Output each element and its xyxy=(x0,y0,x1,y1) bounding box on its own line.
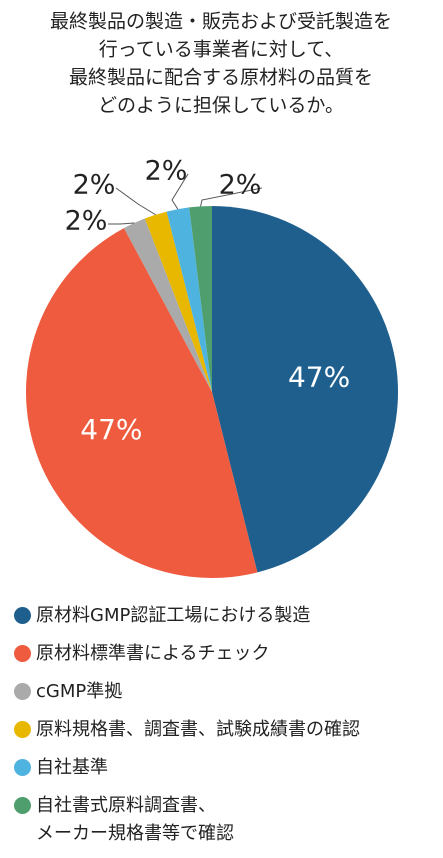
legend-item: 自社基準 xyxy=(14,754,439,782)
legend-swatch xyxy=(14,797,31,814)
legend-item: 自社書式原料調査書、 メーカー規格書等で確認 xyxy=(14,792,439,848)
legend-label: 原材料標準書によるチェック xyxy=(36,643,270,664)
leader-line xyxy=(115,187,156,216)
legend-item: cGMP準拠 xyxy=(14,678,439,706)
legend: 原材料GMP認証工場における製造 原材料標準書によるチェック cGMP準拠原料規格書… xyxy=(14,602,439,858)
legend-swatch xyxy=(14,607,31,624)
legend-item: 原材料GMP認証工場における製造 xyxy=(14,602,439,630)
data-label: 2% xyxy=(145,156,188,187)
chart-title: どのように担保しているか。 xyxy=(98,95,344,117)
pie-slice xyxy=(212,206,398,573)
legend-label: 原料規格書、調査書、試験成績書の確認 xyxy=(36,719,360,740)
legend-label: 自社基準 xyxy=(36,757,108,778)
legend-item: 原料規格書、調査書、試験成績書の確認 xyxy=(14,716,439,744)
legend-swatch xyxy=(14,683,31,700)
legend-label: cGMP準拠 xyxy=(36,681,123,702)
data-label: 47% xyxy=(288,361,350,394)
pie-slice xyxy=(26,228,258,579)
pie-slice xyxy=(166,207,212,392)
pie-slice xyxy=(144,211,212,392)
legend-swatch xyxy=(14,759,31,776)
chart: 最終製品の製造・販売および受託製造を行っている事業者に対して、最終製品に配合する… xyxy=(26,11,398,579)
pie-slice xyxy=(124,218,212,392)
legend-swatch xyxy=(14,721,31,738)
leader-line xyxy=(171,173,189,210)
legend-label: 原材料GMP認証工場における製造 xyxy=(36,605,311,626)
legend-item: 原材料標準書によるチェック xyxy=(14,640,439,668)
data-label: 2% xyxy=(73,170,116,201)
pie-slice xyxy=(189,206,212,392)
chart-title: 行っている事業者に対して、 xyxy=(99,39,344,61)
data-label: 2% xyxy=(219,170,262,201)
legend-swatch xyxy=(14,645,31,662)
data-label: 2% xyxy=(65,206,108,237)
leader-line xyxy=(108,222,135,225)
chart-title: 最終製品に配合する原材料の品質を xyxy=(69,67,373,89)
leader-line xyxy=(200,187,263,207)
data-label: 47% xyxy=(80,413,142,446)
chart-title: 最終製品の製造・販売および受託製造を xyxy=(50,11,392,33)
legend-label: 自社書式原料調査書、 メーカー規格書等で確認 xyxy=(36,795,234,844)
